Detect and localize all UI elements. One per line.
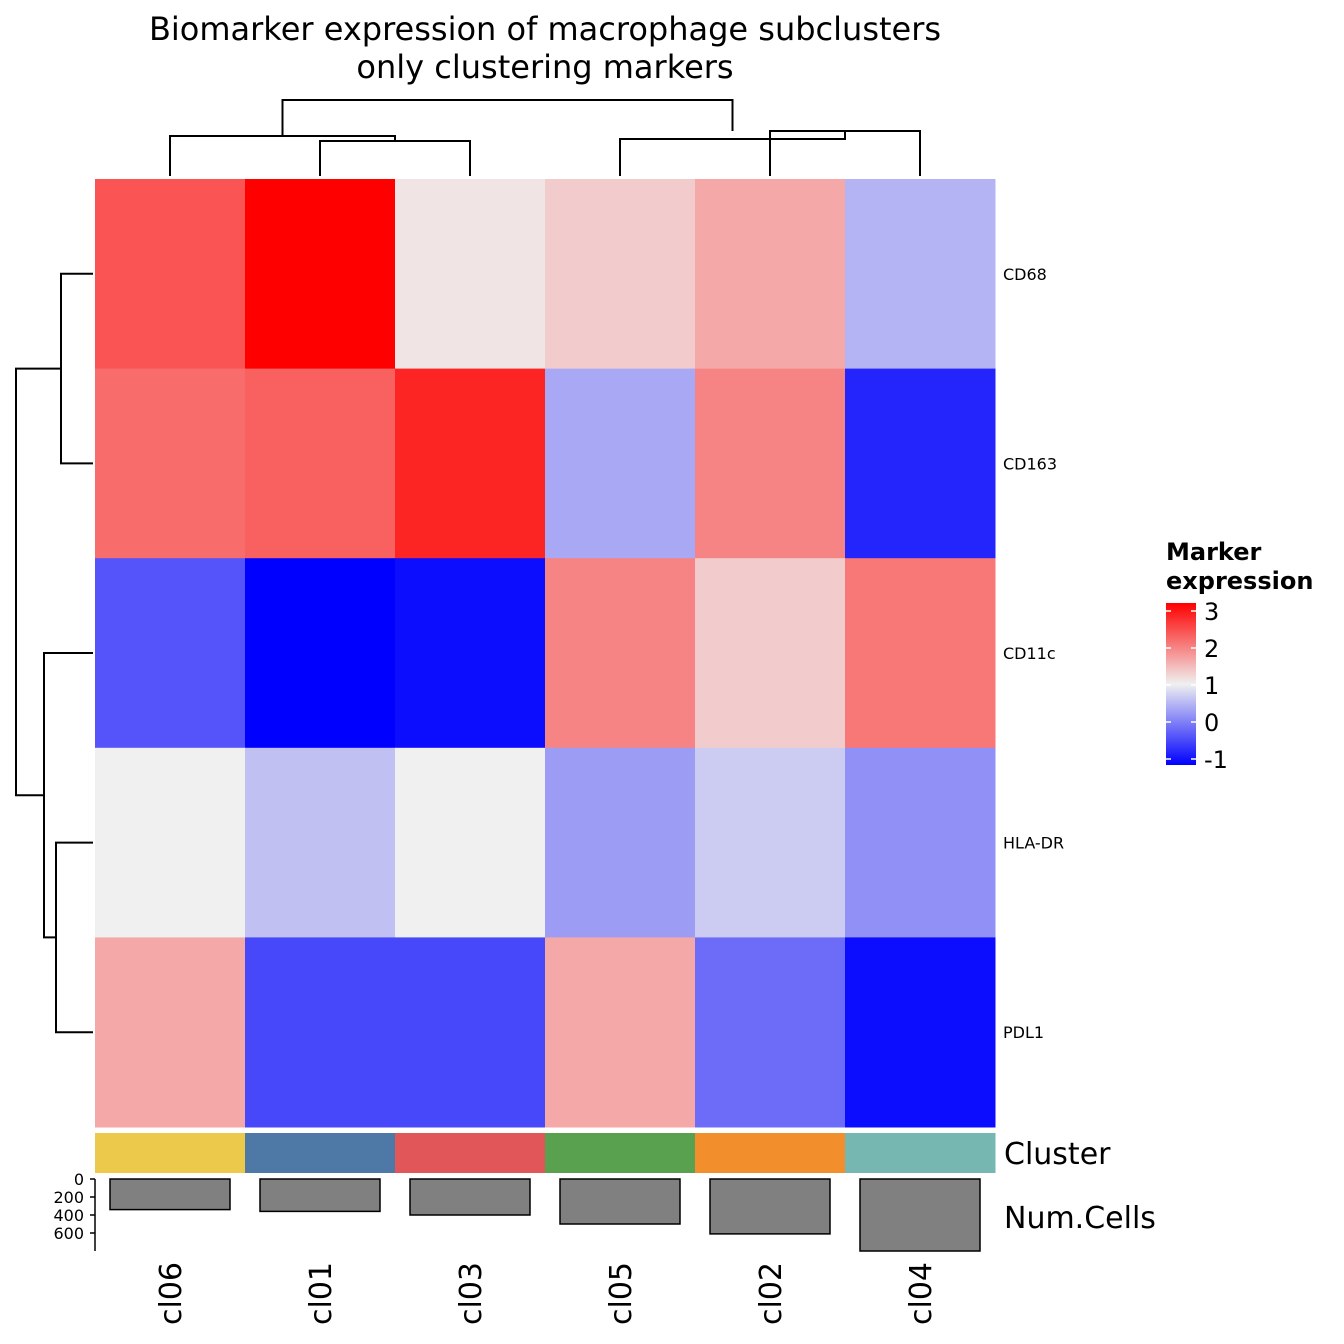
heatmap-cell (545, 558, 696, 749)
row-label: CD163 (1003, 454, 1057, 473)
heatmap-cell (545, 179, 696, 370)
num-cells-tick-label: 0 (74, 1170, 84, 1189)
cluster-annotation (95, 1133, 996, 1173)
heatmap-cell (95, 368, 246, 559)
cluster-color-cell (95, 1133, 246, 1173)
heatmap-cell (695, 937, 846, 1128)
dendrogram-branch (55, 841, 93, 1034)
row-label: CD68 (1003, 265, 1047, 284)
heatmap-cells (95, 179, 996, 1128)
heatmap-cell (245, 558, 396, 749)
heatmap-cell (545, 747, 696, 938)
row-labels: CD68 CD163 CD11c HLA-DR PDL1 (1003, 265, 1064, 1042)
num-cells-tick-label: 400 (53, 1206, 84, 1225)
heatmap-cell (845, 747, 996, 938)
heatmap-cell (245, 368, 396, 559)
column-label: cl06 (154, 1262, 189, 1325)
color-legend: Marker expression 3 2 1 0 -1 (1166, 538, 1313, 774)
num-cells-bar (409, 1178, 531, 1216)
cluster-color-cell (245, 1133, 396, 1173)
column-label: cl04 (904, 1262, 939, 1325)
heatmap-cell (545, 368, 696, 559)
chart-title: Biomarker expression of macrophage subcl… (149, 10, 941, 48)
legend-colorbar (1166, 603, 1196, 765)
row-dendrogram (15, 272, 93, 1034)
cluster-annotation-label: Cluster (1004, 1137, 1111, 1172)
heatmap-cell (845, 179, 996, 370)
legend-title-line2: expression (1166, 567, 1313, 595)
legend-tick-label: -1 (1204, 746, 1228, 774)
num-cells-bar (109, 1178, 231, 1211)
cluster-color-cell (395, 1133, 546, 1173)
row-label: PDL1 (1003, 1023, 1044, 1042)
dendrogram-branch (281, 99, 734, 136)
dendrogram-branch (43, 652, 93, 939)
num-cells-tick-label: 600 (53, 1224, 84, 1243)
cluster-color-cell (695, 1133, 846, 1173)
heatmap-cell (845, 558, 996, 749)
heatmap-cell (695, 179, 846, 370)
num-cells-bar (709, 1178, 831, 1235)
heatmap-cell (845, 937, 996, 1128)
heatmap-cell (95, 937, 246, 1128)
heatmap-cell (395, 747, 546, 938)
cluster-color-cell (545, 1133, 696, 1173)
dendrogram-branch (15, 367, 61, 797)
heatmap-cell (395, 368, 546, 559)
legend-tick-label: 3 (1204, 598, 1219, 626)
num-cells-tick-label: 200 (53, 1188, 84, 1207)
heatmap-cell (695, 558, 846, 749)
heatmap-cell (95, 747, 246, 938)
legend-tick-label: 1 (1204, 672, 1219, 700)
legend-tick-label: 2 (1204, 635, 1219, 663)
cluster-color-cell (845, 1133, 996, 1173)
heatmap-cell (395, 179, 546, 370)
heatmap-cell (245, 937, 396, 1128)
heatmap-cell (95, 179, 246, 370)
heatmap-cell (395, 937, 546, 1128)
column-labels: cl06 cl01 cl03 cl05 cl02 cl04 (154, 1262, 939, 1325)
dendrogram-branch (319, 140, 471, 176)
column-label: cl03 (454, 1262, 489, 1325)
row-label: CD11c (1003, 644, 1056, 663)
heatmap-cell (845, 368, 996, 559)
num-cells-bar (859, 1178, 981, 1252)
legend-title-line1: Marker (1166, 538, 1262, 566)
column-label: cl05 (604, 1262, 639, 1325)
num-cells-bar (559, 1178, 681, 1225)
dendrogram-branch (619, 131, 846, 176)
num-cells-annotation-label: Num.Cells (1004, 1201, 1156, 1236)
heatmap-cell (695, 368, 846, 559)
column-dendrogram (169, 99, 921, 176)
legend-tick-label: 0 (1204, 709, 1219, 737)
heatmap-cell (95, 558, 246, 749)
heatmap-cell (545, 937, 696, 1128)
num-cells-bar (259, 1178, 381, 1213)
heatmap-cell (245, 747, 396, 938)
heatmap-cell (695, 747, 846, 938)
column-label: cl01 (304, 1262, 339, 1325)
chart-subtitle: only clustering markers (356, 48, 733, 86)
row-label: HLA-DR (1003, 834, 1064, 853)
dendrogram-branch (60, 272, 93, 465)
column-label: cl02 (754, 1262, 789, 1325)
heatmap-cell (245, 179, 396, 370)
heatmap-cell (395, 558, 546, 749)
